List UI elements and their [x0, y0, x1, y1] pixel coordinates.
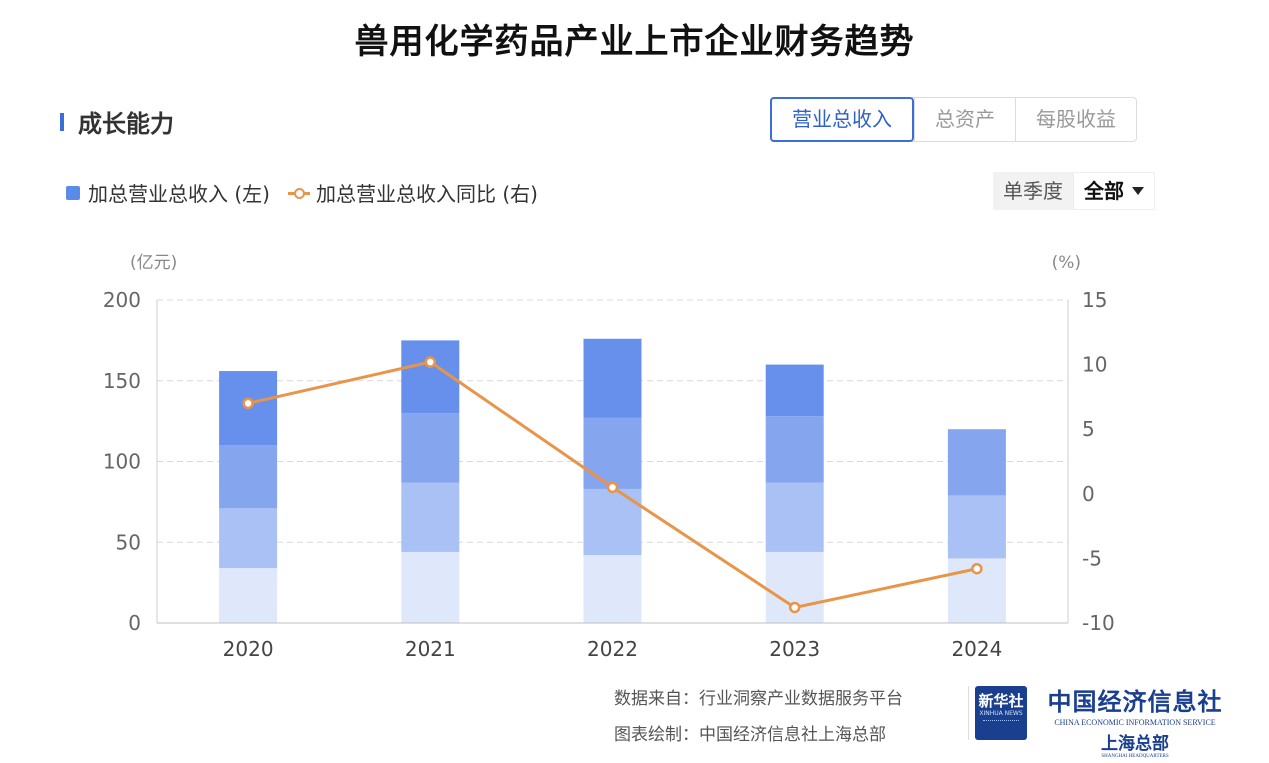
- legend-item-bar[interactable]: 加总营业总收入 (左): [66, 178, 270, 207]
- bar-segment-q2: [401, 482, 460, 552]
- sh-logo-en: SHANGHAI HEADQUARTERS: [1101, 754, 1169, 759]
- bar-segment-q4: [765, 364, 824, 417]
- y-left-tick-label: 150: [103, 369, 141, 393]
- legend-line-label: 加总营业总收入同比 (右): [315, 182, 538, 206]
- sh-logo-cn: 上海总部: [1101, 734, 1169, 754]
- yoy-line: [242, 356, 983, 614]
- y-right-tick-label: -10: [1082, 611, 1115, 635]
- bar-segment-q2: [583, 488, 642, 556]
- caret-down-icon: [1132, 187, 1144, 195]
- bar-segment-q1: [583, 555, 642, 623]
- y-right-unit: (%): [1052, 253, 1081, 273]
- bars: [219, 338, 1006, 623]
- period-label: 单季度: [993, 172, 1073, 210]
- section-accent-bar: [60, 112, 64, 131]
- legend-bar-swatch: [66, 185, 80, 200]
- legend-item-line[interactable]: 加总营业总收入同比 (右): [287, 178, 538, 207]
- y-left-tick-label: 0: [128, 611, 141, 635]
- y-right-tick-label: 0: [1082, 482, 1095, 506]
- tab-eps[interactable]: 每股收益: [1015, 98, 1136, 141]
- metric-tabs: 营业总收入 总资产 每股收益: [770, 97, 1137, 142]
- y-left-tick-label: 100: [103, 450, 141, 474]
- chart-canvas: 0 50 100 150 200 -10 -5 0 5 10 15 (亿元) (%) 2020 2021 20…: [103, 253, 1115, 661]
- period-selector: 单季度 全部: [993, 172, 1155, 210]
- source-note: 数据来自：行业洞察产业数据服务平台: [614, 689, 903, 709]
- bar-segment-q3: [583, 417, 642, 489]
- period-selected-value: 全部: [1084, 179, 1124, 203]
- xinhua-logo: 新华社 XINHUA NEWS: [968, 686, 1029, 740]
- x-tick-label: 2023: [769, 637, 820, 661]
- cei-logo-en: CHINA ECONOMIC INFORMATION SERVICE: [1054, 718, 1216, 727]
- cei-logo: 中国经济信息社 CHINA ECONOMIC INFORMATION SERVI…: [1040, 682, 1230, 759]
- bar-segment-q3: [219, 445, 278, 509]
- x-tick-label: 2020: [223, 637, 274, 661]
- bar-segment-q3: [401, 413, 460, 483]
- credit-note: 图表绘制：中国经济信息社上海总部: [614, 725, 886, 745]
- bar-segment-q4: [583, 338, 642, 418]
- tab-revenue[interactable]: 营业总收入: [770, 97, 914, 142]
- xinhua-logo-text: 新华社: [978, 692, 1024, 710]
- x-tick-label: 2024: [951, 637, 1002, 661]
- tab-total-assets[interactable]: 总资产: [914, 98, 1015, 141]
- yoy-point: [971, 562, 983, 575]
- bar-segment-q3: [947, 429, 1006, 496]
- bar-segment-q2: [219, 508, 278, 569]
- cei-logo-cn: 中国经济信息社: [1047, 687, 1223, 716]
- y-right-tick-label: 15: [1082, 288, 1107, 312]
- axes: 0 50 100 150 200 -10 -5 0 5 10 15 (亿元) (%) 2020 2021 20…: [103, 253, 1115, 661]
- y-right-tick-label: -5: [1082, 546, 1102, 570]
- y-left-tick-label: 200: [103, 288, 141, 312]
- y-left-tick-label: 50: [116, 530, 141, 554]
- yoy-point: [606, 481, 619, 494]
- legend-bar-label: 加总营业总收入 (左): [88, 182, 270, 206]
- yoy-point: [242, 397, 254, 410]
- constellation-icon: [983, 720, 1019, 735]
- xinhua-logo-box: [975, 686, 1027, 740]
- bar-segment-q3: [765, 416, 824, 483]
- legend: 加总营业总收入 (左) 加总营业总收入同比 (右): [66, 178, 556, 207]
- section-header: 成长能力: [60, 104, 174, 139]
- y-right-tick-label: 5: [1082, 417, 1095, 441]
- bar-segment-q1: [219, 568, 278, 623]
- bar-segment-q2: [947, 495, 1006, 559]
- bar-segment-q1: [401, 551, 460, 623]
- y-right-tick-label: 10: [1082, 353, 1107, 377]
- yoy-point: [424, 356, 437, 368]
- x-tick-label: 2021: [405, 637, 456, 661]
- period-dropdown[interactable]: 全部: [1073, 172, 1155, 210]
- bar-segment-q2: [765, 482, 824, 552]
- xinhua-logo-en: XINHUA NEWS: [979, 710, 1023, 717]
- y-left-unit: (亿元): [130, 253, 177, 273]
- x-tick-label: 2022: [587, 637, 638, 661]
- legend-line-swatch: [287, 186, 310, 200]
- yoy-point: [788, 601, 801, 614]
- section-title: 成长能力: [78, 110, 174, 138]
- chart-title: 兽用化学药品产业上市企业财务趋势: [354, 22, 915, 62]
